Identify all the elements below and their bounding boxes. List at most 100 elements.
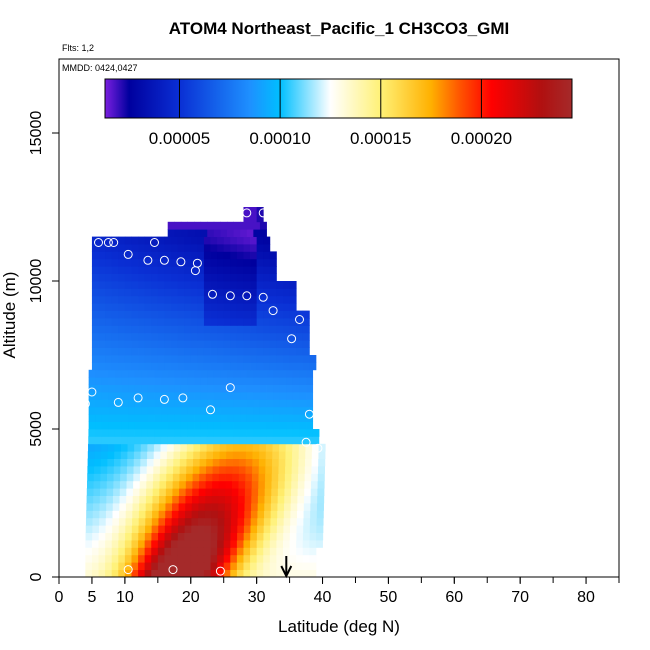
field-cell: [309, 532, 317, 541]
field-cell: [91, 295, 99, 304]
field-cell: [158, 517, 166, 526]
field-cell: [230, 347, 238, 356]
field-cell: [88, 406, 96, 415]
observation-point: [301, 437, 311, 447]
field-cell: [285, 458, 293, 467]
field-cell: [144, 547, 152, 556]
field-cell: [106, 495, 114, 504]
field-cell: [257, 510, 265, 519]
field-cell: [311, 451, 319, 459]
field-cell: [154, 406, 162, 415]
field-cell: [157, 362, 165, 371]
field-cell: [266, 406, 274, 415]
field-cell: [269, 318, 277, 326]
field-cell: [297, 480, 305, 489]
field-cell: [217, 340, 225, 348]
field-cell: [220, 429, 228, 437]
field-cell: [98, 303, 106, 311]
field-cell: [211, 488, 219, 496]
field-cell: [199, 451, 207, 459]
field-cell: [118, 273, 126, 282]
field-cell: [290, 525, 297, 533]
field-cell: [138, 347, 146, 356]
field-cell: [131, 266, 139, 274]
field-cell: [187, 392, 195, 400]
observation-point: [159, 255, 169, 265]
field-cell: [256, 310, 264, 319]
field-cell: [134, 421, 142, 430]
field-cell: [164, 295, 172, 304]
field-cell: [167, 443, 175, 452]
field-cell: [184, 266, 192, 274]
field-cell: [263, 288, 271, 297]
field-cell: [277, 488, 285, 496]
field-cell: [258, 458, 266, 467]
field-cell: [184, 281, 192, 289]
field-cell: [167, 406, 175, 415]
field-cell: [276, 532, 284, 541]
field-cell: [203, 303, 211, 311]
field-cell: [259, 421, 267, 430]
field-cell: [128, 384, 136, 393]
field-cell: [121, 399, 129, 408]
field-cell: [91, 362, 99, 371]
field-cell: [292, 429, 300, 437]
field-cell: [273, 369, 281, 378]
field-cell: [277, 503, 285, 511]
field-cell: [250, 251, 258, 260]
field-cell: [179, 473, 187, 482]
field-cell: [158, 503, 166, 511]
field-cell: [177, 251, 185, 260]
field-cell: [279, 399, 287, 408]
field-cell: [144, 554, 152, 563]
field-cell: [197, 547, 205, 556]
field-cell: [246, 392, 254, 400]
field-cell: [184, 251, 192, 260]
field-cell: [88, 377, 96, 385]
field-cell: [151, 244, 159, 252]
field-cell: [165, 495, 173, 504]
field-cell: [138, 295, 146, 304]
field-cell: [230, 303, 238, 311]
field-cell: [263, 310, 271, 319]
field-cell: [197, 540, 205, 548]
field-cell: [144, 266, 152, 274]
field-cell: [171, 355, 178, 363]
field-cell: [105, 273, 113, 282]
field-cell: [298, 443, 306, 452]
field-cell: [246, 369, 254, 378]
field-cell: [213, 429, 221, 437]
field-cell: [184, 347, 192, 356]
field-cell: [286, 429, 294, 437]
field-cell: [115, 377, 122, 385]
field-cell: [297, 503, 305, 511]
field-cell: [225, 458, 233, 467]
field-cell: [111, 266, 119, 274]
field-cell: [290, 510, 298, 519]
field-cell: [213, 436, 221, 445]
field-cell: [264, 480, 272, 489]
field-cell: [258, 480, 266, 489]
field-cell: [173, 466, 181, 474]
field-cell: [203, 547, 211, 556]
field-cell: [118, 325, 126, 334]
field-cell: [174, 384, 182, 393]
field-cell: [227, 421, 234, 430]
field-cell: [256, 281, 264, 289]
field-cell: [99, 495, 107, 504]
field-cell: [269, 273, 277, 282]
field-cell: [250, 340, 258, 348]
field-cell: [256, 332, 264, 341]
field-cell: [223, 258, 231, 267]
field-cell: [283, 547, 290, 556]
field-cell: [224, 503, 232, 511]
field-cell: [98, 318, 106, 326]
field-cell: [279, 392, 287, 400]
field-cell: [257, 517, 265, 526]
field-cell: [164, 273, 172, 282]
field-cell: [258, 488, 266, 496]
field-cell: [127, 458, 135, 467]
field-cell: [263, 562, 271, 570]
field-cell: [283, 288, 290, 297]
field-cell: [131, 258, 139, 267]
